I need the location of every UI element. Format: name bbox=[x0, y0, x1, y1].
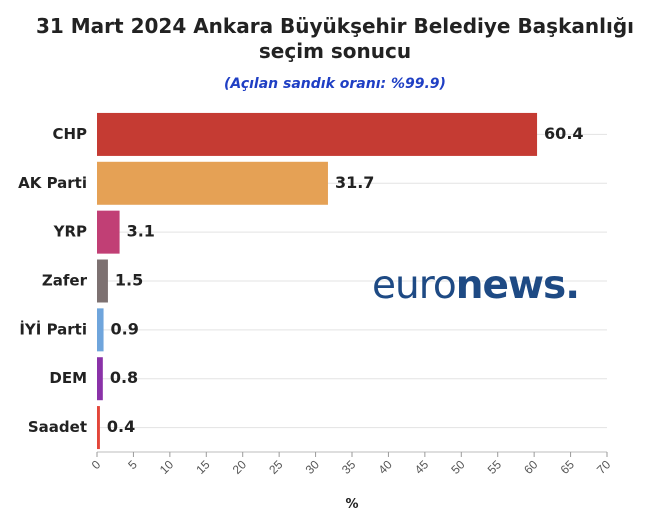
value-label-zafer: 1.5 bbox=[115, 271, 143, 290]
x-tick-label-65: 65 bbox=[558, 457, 578, 477]
value-label-i-yi-parti: 0.9 bbox=[111, 319, 139, 338]
category-label-saadet: Saadet bbox=[28, 418, 87, 436]
x-tick-label-10: 10 bbox=[157, 457, 177, 477]
chart-subtitle: (Açılan sandık oranı: %99.9) bbox=[224, 76, 446, 92]
x-tick-label-60: 60 bbox=[521, 457, 541, 477]
value-label-yrp: 3.1 bbox=[127, 222, 155, 241]
x-tick-label-20: 20 bbox=[230, 457, 250, 477]
value-label-saadet: 0.4 bbox=[107, 417, 135, 436]
x-tick-label-5: 5 bbox=[125, 457, 140, 472]
category-label-yrp: YRP bbox=[53, 223, 87, 241]
x-axis-label: % bbox=[345, 497, 358, 512]
bar-i-yi-parti bbox=[97, 308, 104, 352]
chart-title-line-2: seçim sonucu bbox=[258, 39, 412, 63]
value-label-dem: 0.8 bbox=[110, 368, 138, 387]
x-tick-label-25: 25 bbox=[266, 457, 286, 477]
x-tick-label-15: 15 bbox=[193, 457, 213, 477]
x-tick-label-55: 55 bbox=[485, 457, 505, 477]
category-label-dem: DEM bbox=[49, 369, 87, 387]
bar-ak-parti bbox=[97, 161, 328, 205]
bar-dem bbox=[97, 357, 103, 401]
bar-chp bbox=[97, 112, 538, 156]
bar-yrp bbox=[97, 210, 120, 254]
x-tick-label-0: 0 bbox=[89, 457, 104, 472]
chart-title-line-1: 31 Mart 2024 Ankara Büyükşehir Belediye … bbox=[35, 14, 635, 38]
logo-text-news: news bbox=[455, 263, 566, 308]
euronews-logo: euronews. bbox=[372, 263, 580, 308]
x-tick-label-40: 40 bbox=[375, 457, 395, 477]
x-tick-label-70: 70 bbox=[594, 457, 614, 477]
bar-zafer bbox=[97, 259, 108, 303]
x-tick-label-35: 35 bbox=[339, 457, 359, 477]
category-label-zafer: Zafer bbox=[42, 272, 88, 290]
chart-title: 31 Mart 2024 Ankara Büyükşehir Belediye … bbox=[0, 14, 670, 64]
x-tick-label-45: 45 bbox=[412, 457, 432, 477]
category-label-i-yi-parti: İYİ Parti bbox=[19, 319, 87, 338]
category-label-chp: CHP bbox=[52, 125, 87, 143]
logo-text-euro: euro bbox=[372, 263, 457, 308]
x-tick-label-50: 50 bbox=[448, 457, 468, 477]
value-label-ak-parti: 31.7 bbox=[335, 173, 374, 192]
category-label-ak-parti: AK Parti bbox=[18, 174, 87, 192]
value-label-chp: 60.4 bbox=[544, 124, 583, 143]
bar-saadet bbox=[97, 406, 100, 450]
x-tick-label-30: 30 bbox=[303, 457, 323, 477]
logo-dot: . bbox=[565, 263, 580, 308]
